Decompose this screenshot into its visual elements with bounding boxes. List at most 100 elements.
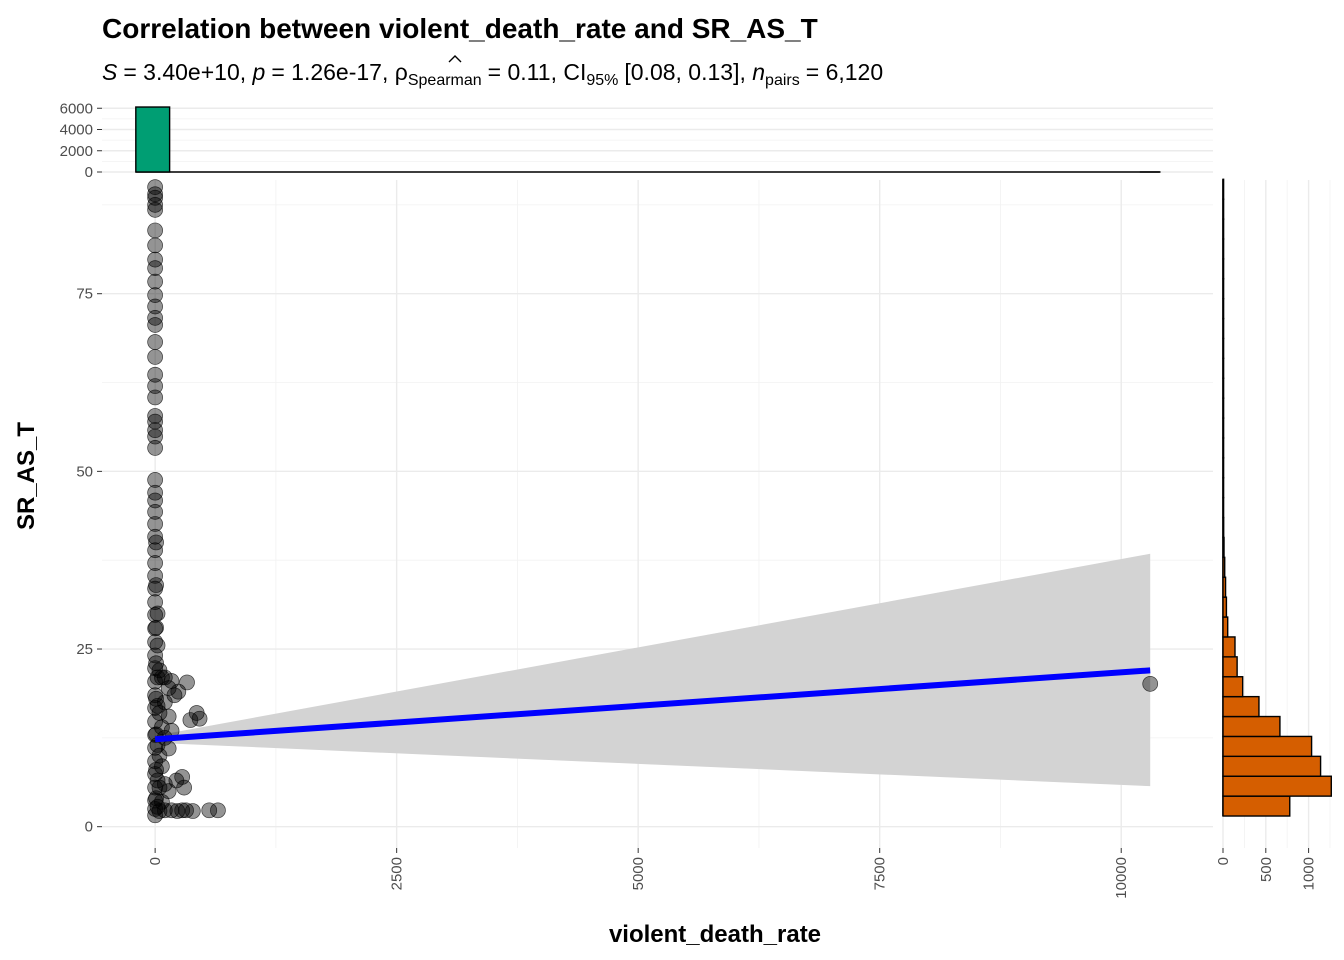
right-hist-bar [1222,198,1225,220]
scatter-point [147,472,163,488]
scatter-point [147,237,163,254]
scatter-point [148,655,164,672]
scatter-point [147,334,163,350]
right-hist-bar [1222,357,1225,379]
scatter-point [147,197,163,213]
top-hist-tick-label: 2000 [60,143,93,160]
scatter-point [154,758,170,775]
confidence-band [155,553,1151,787]
right-hist-bar [1222,477,1225,499]
x-axis-title: violent_death_rate [609,921,821,948]
scatter-point [147,660,163,677]
right-hist-bar [1222,337,1225,360]
right-hist-bar [1222,795,1291,817]
scatter-point [148,619,164,636]
ci-value: [0.08, 0.13] [624,59,739,85]
right-hist-bar [1222,576,1227,598]
right-hist-bar [1222,317,1225,340]
scatter-point [160,783,177,799]
ci-subscript: 95% [586,72,618,89]
scatter-point [147,607,163,623]
scatter-point [1142,675,1159,692]
right-hist-tick-label: 0 [1215,857,1232,865]
n-symbol: n [752,59,765,85]
right-hist-bar [1222,278,1225,300]
scatter-point [179,674,195,691]
right-hist-bar [1222,775,1332,797]
right-hist-bar [1222,596,1228,618]
right-hist-bar [1222,496,1225,519]
y-axis-title: SR_AS_T [13,422,40,530]
scatter-point [147,389,163,406]
scatter-point [147,366,163,383]
regression-fit-line [154,667,1151,743]
right-hist-bar [1222,377,1225,399]
p-symbol: p [252,59,266,85]
p-equals: = [271,59,291,85]
right-hist-bar [1222,457,1225,479]
right-hist-bar [1222,735,1313,758]
right-hist-tick-label: 1000 [1301,857,1318,890]
right-hist-bar [1222,218,1225,240]
scatter-point [147,222,163,239]
scatter-point [147,186,163,203]
scatter-point [174,769,191,785]
scatter-point [151,705,168,721]
x-tick-label: 0 [147,857,164,865]
x-tick-label: 5000 [630,857,647,890]
x-tick-label: 10000 [1113,857,1130,899]
scatter-point [147,542,163,559]
stat-equals: = [123,59,143,85]
right-hist-bar [1222,238,1225,260]
scatter-point [147,739,163,756]
y-tick-label: 25 [76,641,93,658]
top-hist-tick-label: 0 [85,164,93,181]
rho-equals: = [488,59,508,85]
scatter-point [147,273,163,290]
scatter-point [147,504,163,520]
right-hist-bar [1222,636,1236,658]
right-hist-bar [1222,656,1238,678]
scatter-point [191,710,208,727]
scatter-point [147,251,163,268]
scatter-point [147,349,163,365]
right-hist-bar [1222,695,1260,718]
scatter-point [147,378,163,394]
x-tick-label: 7500 [872,857,889,890]
right-hist-bar [1222,516,1225,539]
scatter-point [147,422,163,438]
rho-subscript: Spearman [408,72,482,89]
scatter-point [201,802,218,819]
scatter-points [147,179,1159,824]
right-hist-bar [1222,437,1225,459]
scatter-point [147,492,163,509]
right-hist-bar [1222,258,1225,280]
scatter-point [147,179,163,195]
chart-subtitle: S = 3.40e+10, p = 1.26e-17, ρSpearman = 0.1… [102,59,883,89]
scatter-point [147,647,163,664]
scatter-point [147,440,163,456]
y-tick-label: 50 [76,463,93,480]
rho-hat-accent [448,55,462,63]
scatter-point [147,287,163,303]
right-hist-tick-label: 500 [1258,857,1275,882]
scatter-point [160,740,177,757]
stat-symbol: S [102,59,118,85]
x-tick-label: 2500 [389,857,406,890]
scatter-point [147,528,163,545]
scatter-point [147,516,163,532]
scatter-point [147,408,163,424]
scatter-point [178,802,194,819]
scatter-point [151,803,168,819]
right-hist-bar [1222,556,1226,578]
n-value: 6,120 [826,59,884,85]
scatter-point [147,298,163,315]
scatter-point [149,637,166,654]
top-histogram: 0 2000 4000 6000 [60,100,1213,181]
scatter-point [148,534,164,551]
scatter-point [149,605,166,622]
right-hist-bar [1222,676,1244,698]
right-hist-bar [1222,178,1225,200]
right-hist-bar [1222,417,1225,439]
n-equals: = [806,59,826,85]
